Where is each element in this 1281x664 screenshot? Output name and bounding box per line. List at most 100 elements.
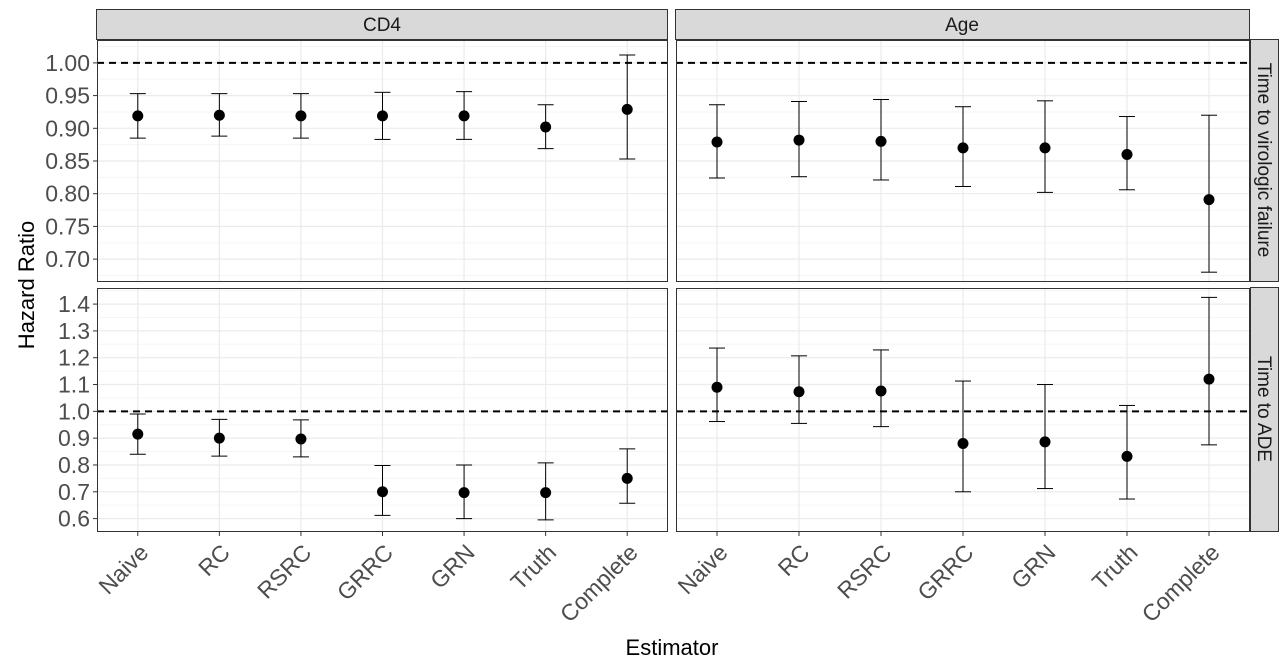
errorbar-complete <box>1201 114 1217 273</box>
x-tick-label: RC <box>773 539 815 581</box>
y-tick-label: 1.4 <box>58 291 90 317</box>
errorbar-naive <box>129 413 146 455</box>
x-tick-label: Complete <box>1137 539 1225 627</box>
y-axis-label: Hazard Ratio <box>14 221 39 349</box>
strip-virologic-bg <box>1250 39 1279 282</box>
x-tick-label: GRRC <box>912 539 978 605</box>
y-tick-label: 0.85 <box>45 148 90 174</box>
x-tick-label: Naive <box>673 539 733 599</box>
errorbar-naive <box>129 93 146 139</box>
errorbar-truth <box>537 104 554 150</box>
strip-virologic-label: Time to virologic failure <box>1253 63 1274 258</box>
y-tick-label: 1.1 <box>58 372 90 398</box>
point-estimate <box>875 385 887 397</box>
errorbar-rsrc <box>873 99 889 181</box>
y-tick-label: 1.3 <box>58 318 90 344</box>
panel-0-0 <box>97 40 668 282</box>
x-axis-label: Estimator <box>626 635 719 660</box>
y-tick-label: 1.2 <box>58 345 90 371</box>
x-tick-label: GRRC <box>332 539 398 605</box>
point-estimate <box>213 432 225 444</box>
errorbar-naive <box>709 347 725 423</box>
point-estimate <box>540 487 552 499</box>
errorbar-naive <box>709 104 725 179</box>
point-estimate <box>377 110 388 122</box>
y-tick-label: 0.9 <box>58 425 90 451</box>
errorbar-truth <box>1119 116 1135 191</box>
errorbar-rc <box>791 100 807 178</box>
x-tick-label: RSRC <box>832 539 896 603</box>
point-estimate <box>957 438 969 450</box>
x-tick-label: GRN <box>1006 539 1061 594</box>
point-estimate <box>295 433 307 445</box>
x-tick-label: Truth <box>505 539 561 595</box>
panel-border <box>97 288 668 532</box>
row-strips: Time to virologic failure Time to ADE <box>1250 39 1279 532</box>
y-tick-label: 1.00 <box>45 50 90 76</box>
point-estimate <box>1203 373 1215 385</box>
x-tick-label: RSRC <box>252 539 316 603</box>
errorbar-grrc <box>955 106 971 188</box>
strip-ade-label: Time to ADE <box>1253 356 1274 462</box>
point-estimate <box>875 135 887 147</box>
point-estimate <box>458 487 470 499</box>
point-estimate <box>1039 436 1051 448</box>
point-estimate <box>458 110 470 122</box>
panel-border <box>97 40 668 282</box>
panel-1-1 <box>676 288 1250 532</box>
point-estimate <box>377 486 388 498</box>
panel-0-1 <box>676 40 1250 282</box>
errorbar-grn <box>1037 384 1053 490</box>
panel-1-0 <box>97 288 668 532</box>
point-estimate <box>621 472 633 484</box>
x-tick-label: GRN <box>425 539 480 594</box>
strip-age-bg <box>675 9 1250 40</box>
strip-ade-bg <box>1250 287 1279 532</box>
strip-age-label: Age <box>945 15 979 36</box>
y-tick-label: 0.8 <box>58 452 90 478</box>
point-estimate <box>295 110 307 122</box>
point-estimate <box>1121 148 1133 160</box>
y-tick-label: 0.80 <box>45 181 90 207</box>
point-estimate <box>957 142 969 154</box>
y-tick-labels: 0.70 0.75 0.80 0.85 0.90 0.95 1.00 0.60.70.80.9… <box>45 50 97 532</box>
point-estimate <box>132 428 144 440</box>
errorbar-rsrc <box>292 419 309 458</box>
x-tick-label: Complete <box>555 539 643 627</box>
errorbar-rsrc <box>873 349 889 428</box>
column-strips: CD4 Age <box>96 9 1250 40</box>
strip-cd4-label: CD4 <box>363 15 401 36</box>
point-estimate <box>1039 142 1051 154</box>
point-estimate <box>540 121 552 133</box>
point-estimate <box>621 103 633 115</box>
point-estimate <box>1203 194 1215 206</box>
point-estimate <box>711 381 723 393</box>
point-estimate <box>213 109 225 121</box>
y-tick-label: 0.6 <box>58 506 90 532</box>
errorbar-grrc <box>955 380 971 493</box>
errorbar-rc <box>211 93 228 137</box>
point-estimate <box>793 134 805 146</box>
y-tick-label: 0.75 <box>45 213 90 239</box>
point-estimate <box>132 110 144 122</box>
x-tick-label: Naive <box>93 539 153 599</box>
y-tick-label: 0.95 <box>45 83 90 109</box>
panel-border <box>676 288 1250 532</box>
point-estimate <box>1121 450 1133 462</box>
errorbar-complete <box>619 448 636 504</box>
panels <box>97 40 1250 532</box>
errorbar-complete <box>619 54 636 160</box>
errorbar-rsrc <box>292 93 309 139</box>
errorbar-grrc <box>374 91 391 140</box>
y-tick-label: 0.90 <box>45 115 90 141</box>
strip-cd4-bg <box>96 9 668 40</box>
y-tick-label: 0.7 <box>58 479 90 505</box>
errorbar-truth <box>537 462 554 521</box>
point-estimate <box>793 386 805 398</box>
x-tick-label: Truth <box>1087 539 1143 595</box>
point-estimate <box>711 136 723 148</box>
y-tick-label: 0.70 <box>45 246 90 272</box>
errorbar-grn <box>456 91 473 140</box>
